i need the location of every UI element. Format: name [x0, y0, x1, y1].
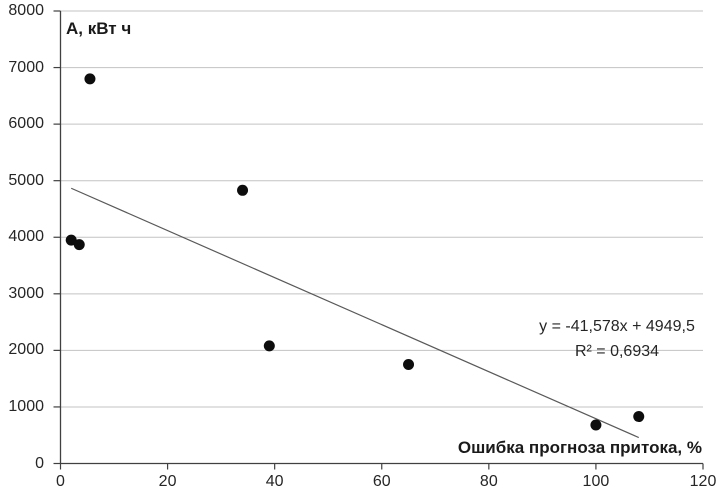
y-tick-label-2000: 2000	[8, 341, 44, 359]
data-point-7	[633, 411, 645, 423]
trendline	[70, 187, 639, 439]
data-point-2	[84, 73, 96, 85]
y-tick-label-7000: 7000	[8, 58, 44, 76]
x-tick-label-40: 40	[265, 473, 284, 490]
x-tick-label-60: 60	[372, 473, 391, 490]
x-tick-label-0: 0	[56, 473, 65, 490]
data-point-6	[590, 419, 602, 431]
y-tick-label-3000: 3000	[8, 284, 44, 302]
y-tick-label-0: 0	[35, 454, 44, 472]
x-axis-title: Ошибка прогноза притока, %	[457, 438, 702, 457]
y-axis-title: А, кВт ч	[66, 19, 132, 38]
trendline-equation: y = -41,578x + 4949,5	[539, 318, 695, 335]
y-tick-label-4000: 4000	[8, 228, 44, 246]
y-tick-label-5000: 5000	[8, 171, 44, 189]
x-tick-label-20: 20	[158, 473, 177, 490]
data-point-3	[237, 184, 249, 196]
y-tick-label-8000: 8000	[8, 2, 44, 19]
data-point-5	[403, 359, 415, 371]
data-point-1	[73, 239, 85, 251]
y-tick-label-6000: 6000	[8, 115, 44, 133]
x-tick-label-100: 100	[582, 473, 610, 490]
data-point-0	[65, 234, 77, 246]
x-tick-label-120: 120	[689, 473, 717, 490]
data-point-4	[263, 340, 275, 352]
trendline-r-squared: R² = 0,6934	[574, 343, 660, 360]
trendline-annotation: y = -41,578x + 4949,5 R² = 0,6934	[539, 314, 695, 364]
y-tick-label-1000: 1000	[8, 397, 44, 415]
x-tick-label-80: 80	[479, 473, 498, 490]
